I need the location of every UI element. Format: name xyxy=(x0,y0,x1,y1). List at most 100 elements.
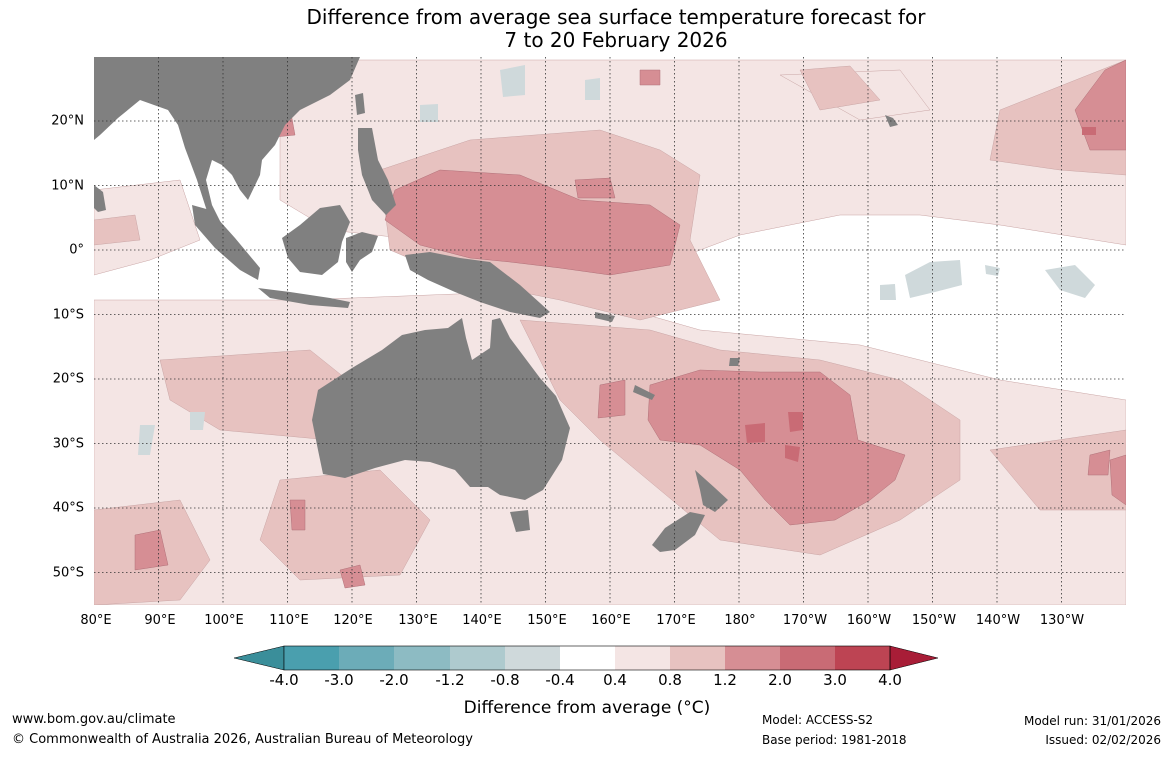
colorbar-segment xyxy=(615,646,670,670)
colorbar-tick-label: 3.0 xyxy=(823,671,847,689)
model-name: Model: ACCESS-S2 xyxy=(762,713,874,727)
base-period: Base period: 1981-2018 xyxy=(762,733,907,747)
hainan-island xyxy=(265,111,280,124)
longitude-label: 110°E xyxy=(269,613,309,628)
longitude-label: 170°W xyxy=(782,613,828,628)
land-masses xyxy=(94,57,898,552)
colorbar-segment xyxy=(835,646,890,670)
latitude-label: 0° xyxy=(69,242,84,258)
colorbar-outline xyxy=(283,645,891,671)
latitude-label: 10°N xyxy=(51,178,84,194)
colorbar-segment xyxy=(560,646,615,670)
anomaly-region xyxy=(384,169,681,276)
anomaly-region xyxy=(94,214,141,246)
anomaly-region xyxy=(574,177,616,199)
model-run-date: Model run: 31/01/2026 xyxy=(1023,714,1161,728)
latitude-label: 30°S xyxy=(52,436,84,452)
colorbar-tick-label: 0.8 xyxy=(658,671,682,689)
colorbar-segment xyxy=(505,646,560,670)
solomon-islands xyxy=(595,312,615,322)
anomaly-region xyxy=(788,412,803,432)
colorbar-segment xyxy=(780,646,835,670)
colorbar-tick-label: 0.4 xyxy=(603,671,627,689)
new-guinea-island xyxy=(405,252,550,318)
colorbar-tick-label: -4.0 xyxy=(269,671,299,689)
anomaly-region xyxy=(597,379,626,419)
cool-anomaly-areas xyxy=(138,65,1095,455)
longitude-label: 100°E xyxy=(204,613,244,628)
anomaly-region xyxy=(138,425,155,455)
anomaly-region xyxy=(985,265,1000,276)
colorbar-segment xyxy=(339,646,394,670)
anomaly-region xyxy=(259,469,431,581)
anomaly-region xyxy=(1087,449,1111,476)
sulawesi-island xyxy=(346,232,378,272)
longitude-label: 160°W xyxy=(846,613,892,628)
map-area xyxy=(94,57,1126,605)
longitude-label: 130°E xyxy=(398,613,438,628)
longitude-label: 150°E xyxy=(527,613,567,628)
longitude-label: 140°E xyxy=(462,613,502,628)
latitude-label: 20°N xyxy=(51,113,84,129)
map-title-line2: 7 to 20 February 2026 xyxy=(504,28,728,52)
colorbar-title: Difference from average (°C) xyxy=(463,698,711,718)
anomaly-1.2-2.0-areas xyxy=(134,59,1126,589)
anomaly-region xyxy=(420,104,438,122)
anomaly-region xyxy=(785,445,800,462)
colorbar-tick-label: 2.0 xyxy=(768,671,792,689)
new-zealand-north-island xyxy=(695,470,728,512)
anomaly-region xyxy=(500,65,525,97)
latitude-label: 40°S xyxy=(52,500,84,516)
asia-landmass xyxy=(94,57,360,235)
latitude-label: 10°S xyxy=(52,307,84,323)
copyright-notice: © Commonwealth of Australia 2026, Austra… xyxy=(12,732,473,747)
colorbar-segment xyxy=(394,646,450,670)
map-title-line1: Difference from average sea surface temp… xyxy=(306,5,926,29)
longitude-label: 130°W xyxy=(1039,613,1085,628)
anomaly-region xyxy=(639,69,661,86)
anomaly-region xyxy=(1045,265,1095,298)
anomaly-region xyxy=(134,529,169,571)
latitude-label: 50°S xyxy=(52,565,84,581)
taiwan-island xyxy=(355,93,365,115)
longitude-label: 160°E xyxy=(591,613,631,628)
anomaly-region xyxy=(799,65,881,111)
anomaly-region xyxy=(1109,454,1126,506)
colorbar-tick-label: -3.0 xyxy=(324,671,354,689)
anomaly-region xyxy=(989,429,1126,511)
colorbar-tick-label: -2.0 xyxy=(379,671,409,689)
anomaly-region xyxy=(745,423,765,443)
colorbar-tick-label: -0.4 xyxy=(545,671,575,689)
latitude-label: 20°S xyxy=(52,371,84,387)
new-zealand-south-island xyxy=(652,512,705,552)
colorbar xyxy=(233,645,939,671)
australia-mainland xyxy=(312,318,570,500)
colorbar-segment xyxy=(725,646,780,670)
anomaly-region xyxy=(289,499,306,531)
longitude-label: 180° xyxy=(724,613,756,628)
colorbar-tick-label: -1.2 xyxy=(435,671,465,689)
longitude-label: 140°W xyxy=(975,613,1021,628)
fiji-islands xyxy=(729,358,740,366)
borneo-island xyxy=(282,205,350,275)
new-caledonia-island xyxy=(633,385,655,400)
anomaly-region xyxy=(880,284,896,300)
website-link[interactable]: www.bom.gov.au/climate xyxy=(12,712,176,727)
colorbar-segment xyxy=(450,646,505,670)
issued-date: Issued: 02/02/2026 xyxy=(1045,733,1161,747)
anomaly-region xyxy=(1082,127,1096,135)
colorbar-tick-label: -0.8 xyxy=(490,671,520,689)
anomaly-2.0-3.0-areas xyxy=(745,127,1096,462)
sumatra-island xyxy=(192,205,260,280)
colorbar-segment xyxy=(284,646,339,670)
colorbar-low-extension xyxy=(233,645,285,671)
anomaly-region xyxy=(585,78,600,100)
longitude-label: 170°E xyxy=(656,613,696,628)
longitude-label: 90°E xyxy=(144,613,176,628)
anomaly-region xyxy=(339,564,366,589)
colorbar-tick-label: 4.0 xyxy=(878,671,902,689)
colorbar-segment xyxy=(670,646,725,670)
anomaly-region xyxy=(190,412,205,430)
colorbar-tick-label: 1.2 xyxy=(713,671,737,689)
